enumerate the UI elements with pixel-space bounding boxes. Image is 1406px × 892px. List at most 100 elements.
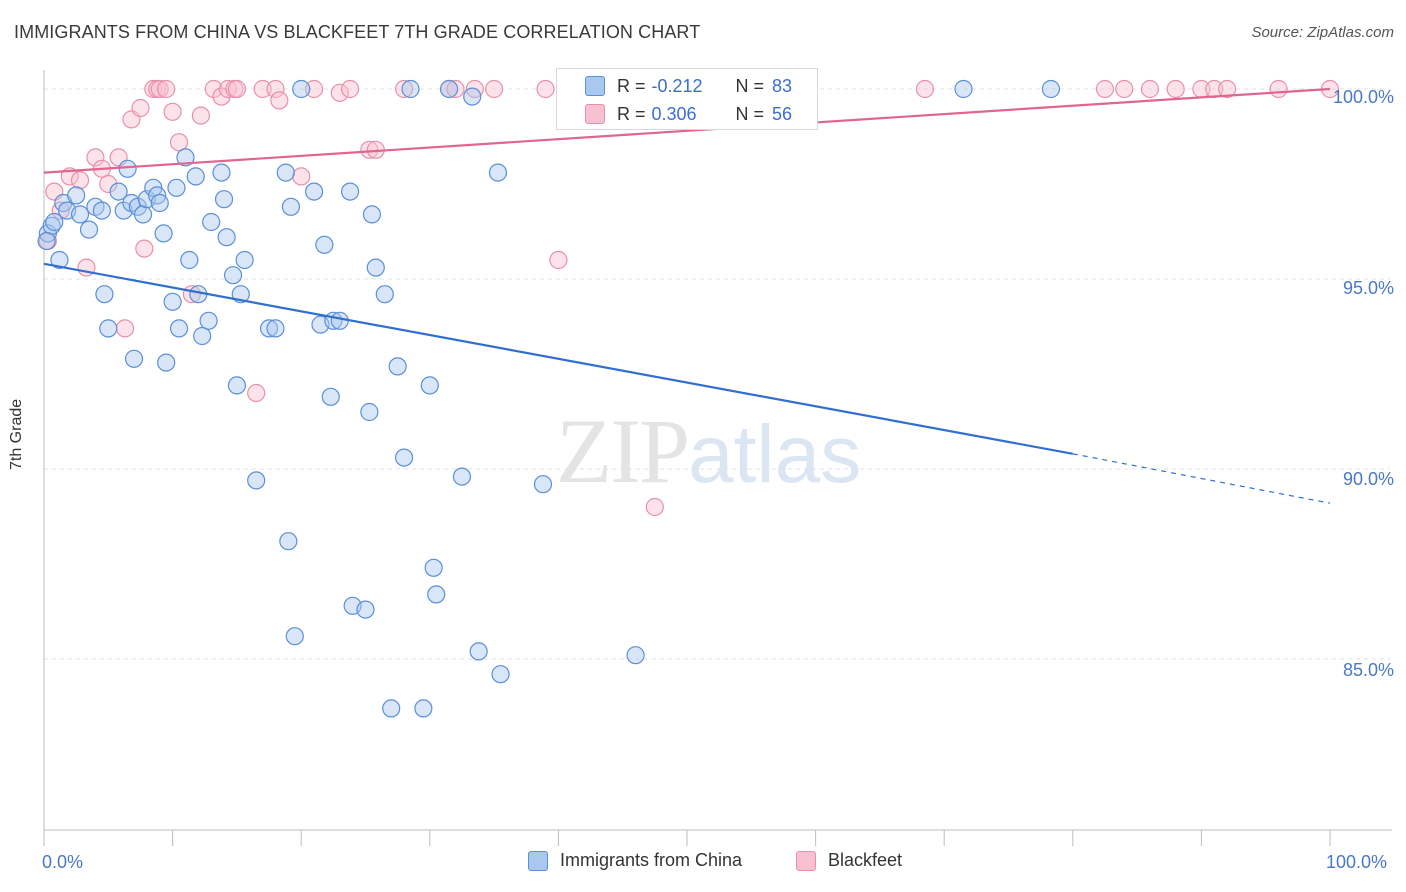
china-point-26 xyxy=(163,292,182,311)
blackfeet-legend-swatch xyxy=(796,850,816,871)
china-point-80 xyxy=(954,79,973,99)
x-tick-label-max: 100.0% xyxy=(1326,852,1388,872)
blackfeet-point-41 xyxy=(485,79,504,99)
china-point-28 xyxy=(169,319,189,338)
y-tick-label-100: 100.0% xyxy=(1332,87,1394,107)
china-point-48 xyxy=(281,197,301,216)
r-label: R = xyxy=(617,75,646,96)
n-value-blackfeet: 56 xyxy=(772,103,793,124)
china-point-33 xyxy=(193,326,212,346)
china-point-63 xyxy=(375,285,394,304)
china-swatch xyxy=(585,76,605,96)
china-point-42 xyxy=(235,250,254,270)
china-point-23 xyxy=(150,193,169,213)
blackfeet-trend-line xyxy=(43,87,1331,174)
blackfeet-legend-label: Blackfeet xyxy=(828,850,903,870)
blackfeet-swatch xyxy=(585,104,605,124)
china-point-7 xyxy=(70,205,90,224)
watermark-zip: ZIP xyxy=(556,400,690,502)
x-tick-label-min: 0.0% xyxy=(42,852,84,872)
chart-source: Source: ZipAtlas.com xyxy=(1251,24,1394,41)
blackfeet-point-19 xyxy=(169,133,189,152)
china-point-50 xyxy=(292,79,311,99)
china-point-74 xyxy=(469,642,488,661)
china-point-38 xyxy=(217,228,236,247)
blackfeet-point-18 xyxy=(163,102,182,121)
blackfeet-point-49 xyxy=(1140,79,1160,99)
china-point-53 xyxy=(315,235,334,254)
blackfeet-point-33 xyxy=(330,83,349,102)
r-value-blackfeet: 0.306 xyxy=(651,103,697,124)
blackfeet-point-54 xyxy=(1269,79,1288,99)
china-point-70 xyxy=(427,585,446,604)
china-point-14 xyxy=(114,201,133,220)
correlation-legend: R = -0.212 N = 83 R = 0.306 N = 56 xyxy=(556,68,818,130)
china-point-2 xyxy=(45,212,64,232)
china-point-65 xyxy=(388,357,407,376)
n-label: N = xyxy=(735,75,765,96)
blackfeet-point-39 xyxy=(446,79,465,99)
blackfeet-point-28 xyxy=(253,79,272,99)
blackfeet-point-50 xyxy=(1166,79,1185,99)
china-point-75 xyxy=(488,163,508,182)
r-value-china: -0.212 xyxy=(651,75,703,96)
blackfeet-point-13 xyxy=(135,239,154,258)
blackfeet-point-29 xyxy=(266,79,285,99)
china-point-77 xyxy=(533,475,553,494)
watermark-atlas: atlas xyxy=(688,409,862,500)
blackfeet-point-42 xyxy=(536,79,555,99)
china-point-19 xyxy=(133,205,153,224)
china-point-54 xyxy=(321,387,340,406)
china-legend-label: Immigrants from China xyxy=(560,850,743,870)
blackfeet-point-14 xyxy=(144,79,163,99)
y-tick-label-90: 90.0% xyxy=(1342,469,1394,489)
china-point-61 xyxy=(362,205,382,224)
china-point-37 xyxy=(214,190,234,209)
china-point-13 xyxy=(109,182,128,201)
r-label: R = xyxy=(617,103,646,124)
china-point-35 xyxy=(202,212,221,232)
china-point-47 xyxy=(279,532,298,551)
china-point-44 xyxy=(259,319,279,338)
china-point-10 xyxy=(92,201,111,220)
china-point-81 xyxy=(1041,79,1061,99)
blackfeet-point-21 xyxy=(191,106,210,125)
blackfeet-point-47 xyxy=(1095,79,1115,99)
china-trend-extension xyxy=(1072,453,1331,504)
blackfeet-point-12 xyxy=(131,98,150,118)
blackfeet-point-32 xyxy=(304,79,324,99)
china-point-36 xyxy=(212,163,231,182)
china-point-59 xyxy=(356,600,375,619)
legend-row-blackfeet: R = 0.306 N = 56 xyxy=(557,99,819,129)
blackfeet-point-43 xyxy=(549,250,568,270)
blackfeet-point-17 xyxy=(157,79,176,99)
blackfeet-point-48 xyxy=(1115,79,1134,99)
china-point-56 xyxy=(330,311,349,330)
china-point-12 xyxy=(99,319,118,338)
watermark: ZIPatlas xyxy=(556,398,861,504)
china-point-15 xyxy=(118,159,137,178)
blackfeet-point-27 xyxy=(247,383,266,403)
bottom-legend: Immigrants from China Blackfeet xyxy=(0,850,1406,880)
china-point-49 xyxy=(285,627,304,646)
china-point-25 xyxy=(157,353,176,372)
china-point-34 xyxy=(199,311,218,330)
legend-row-china: R = -0.212 N = 83 xyxy=(557,71,819,101)
china-point-67 xyxy=(414,699,433,718)
china-point-73 xyxy=(463,87,482,106)
china-point-43 xyxy=(247,471,266,490)
blackfeet-point-30 xyxy=(270,91,289,110)
blackfeet-point-4 xyxy=(70,171,90,190)
blackfeet-point-31 xyxy=(292,167,311,186)
blackfeet-point-6 xyxy=(86,148,105,167)
blackfeet-point-45 xyxy=(645,497,664,517)
blackfeet-point-16 xyxy=(150,79,169,99)
china-point-62 xyxy=(366,258,385,277)
chart-title: IMMIGRANTS FROM CHINA VS BLACKFEET 7TH G… xyxy=(14,22,701,42)
china-point-68 xyxy=(420,376,439,395)
blackfeet-point-22 xyxy=(204,79,223,99)
china-point-29 xyxy=(176,148,195,167)
china-point-27 xyxy=(167,178,186,197)
china-point-71 xyxy=(439,79,459,99)
china-legend-swatch xyxy=(528,850,548,871)
